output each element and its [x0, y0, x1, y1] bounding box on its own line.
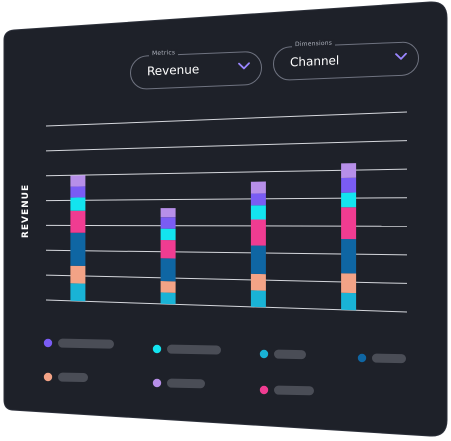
grid-line — [45, 111, 408, 127]
bar-segment[interactable] — [341, 239, 357, 274]
legend-item[interactable] — [43, 338, 114, 349]
legend-swatch — [152, 344, 162, 354]
bar-segment[interactable] — [341, 273, 357, 294]
bar-segment[interactable] — [70, 283, 86, 302]
legend-swatch — [259, 349, 269, 359]
legend-item[interactable] — [152, 378, 205, 389]
legend-swatch — [43, 372, 53, 382]
legend-swatch — [152, 378, 162, 388]
bar-segment[interactable] — [160, 208, 176, 218]
bar-segment[interactable] — [70, 210, 86, 233]
chevron-down-icon — [238, 62, 250, 70]
bar-segment[interactable] — [250, 181, 266, 194]
bar-segment[interactable] — [250, 193, 266, 206]
legend-item[interactable] — [152, 344, 221, 355]
bar-segment[interactable] — [160, 258, 176, 282]
bar-segment[interactable] — [160, 228, 176, 241]
legend-label-placeholder — [371, 353, 406, 364]
legend-label-placeholder — [57, 372, 88, 383]
bar-segment[interactable] — [70, 265, 86, 284]
bar-segment[interactable] — [250, 205, 266, 220]
bar-segment[interactable] — [250, 273, 266, 291]
bar-segment[interactable] — [250, 245, 266, 275]
legend — [43, 338, 406, 396]
legend-label-placeholder — [57, 338, 114, 349]
bar-segment[interactable] — [341, 177, 357, 193]
legend-item[interactable] — [259, 385, 314, 396]
legend-label-placeholder — [273, 385, 314, 396]
bar-segment[interactable] — [70, 197, 86, 211]
legend-swatch — [357, 353, 367, 363]
bar-segment[interactable] — [160, 281, 176, 293]
bar-segment[interactable] — [70, 186, 86, 198]
bar-segment[interactable] — [341, 292, 357, 311]
legend-item[interactable] — [43, 372, 88, 383]
bar-segment[interactable] — [70, 232, 86, 266]
bar-segment[interactable] — [250, 219, 266, 246]
legend-swatch — [43, 338, 53, 348]
legend-label-placeholder — [273, 349, 306, 360]
bar-segment[interactable] — [341, 163, 357, 178]
legend-swatch — [259, 385, 269, 395]
legend-item[interactable] — [259, 349, 306, 360]
bar-segment[interactable] — [70, 175, 86, 187]
legend-label-placeholder — [166, 344, 221, 355]
grid-line — [45, 299, 408, 313]
grid-line — [45, 140, 408, 152]
bar-segment[interactable] — [160, 217, 176, 229]
bar-segment[interactable] — [160, 240, 176, 259]
bars — [70, 163, 357, 311]
chevron-down-icon — [395, 52, 407, 60]
legend-label-placeholder — [166, 378, 205, 389]
bar-segment[interactable] — [341, 192, 357, 208]
metrics-dropdown[interactable]: Metrics Revenue — [130, 49, 262, 90]
legend-item[interactable] — [357, 353, 406, 364]
bar-segment[interactable] — [160, 292, 176, 305]
bar-segment[interactable] — [250, 290, 266, 308]
bar-segment[interactable] — [341, 207, 357, 240]
dimensions-dropdown[interactable]: Dimensions Channel — [273, 39, 419, 81]
